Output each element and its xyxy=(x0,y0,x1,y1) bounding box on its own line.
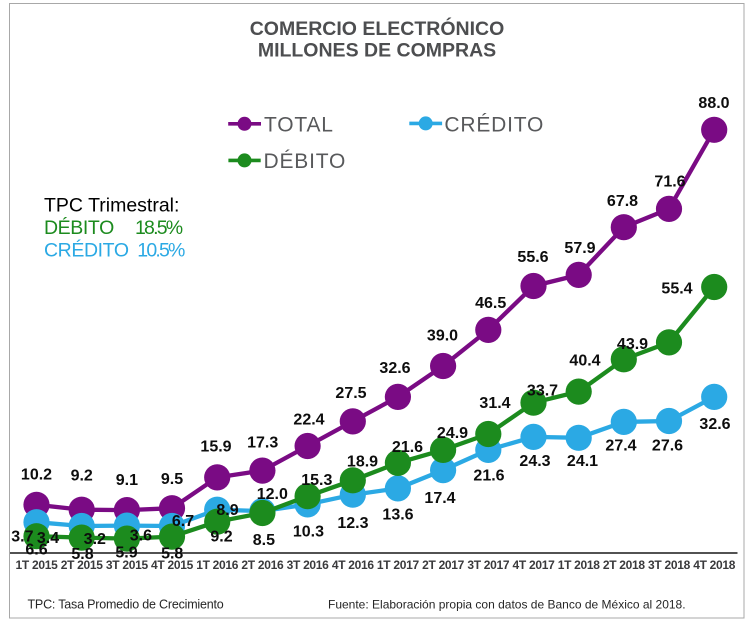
svg-text:TPC: Tasa Promedio de Crecimie: TPC: Tasa Promedio de Crecimiento xyxy=(28,598,224,612)
svg-text:13.6: 13.6 xyxy=(382,506,413,523)
svg-text:21.6: 21.6 xyxy=(473,467,504,484)
svg-text:55.4: 55.4 xyxy=(661,280,692,297)
svg-text:9.1: 9.1 xyxy=(116,472,138,489)
svg-text:40.4: 40.4 xyxy=(569,352,600,369)
svg-text:12.3: 12.3 xyxy=(337,515,368,532)
svg-text:5.8: 5.8 xyxy=(71,546,93,563)
svg-text:5.9: 5.9 xyxy=(115,544,137,561)
svg-text:12.0: 12.0 xyxy=(257,486,288,503)
svg-text:46.5: 46.5 xyxy=(475,295,506,312)
svg-text:24.1: 24.1 xyxy=(567,453,598,470)
svg-text:33.7: 33.7 xyxy=(527,382,558,399)
svg-text:2T 2016: 2T 2016 xyxy=(241,558,284,572)
svg-text:15.9: 15.9 xyxy=(200,438,231,455)
svg-text:10.3: 10.3 xyxy=(293,524,324,541)
svg-text:9.2: 9.2 xyxy=(210,529,232,546)
svg-text:1T 2016: 1T 2016 xyxy=(196,558,239,572)
svg-text:8.5: 8.5 xyxy=(253,532,275,549)
svg-text:4T 2018: 4T 2018 xyxy=(693,558,736,572)
svg-text:2T 2017: 2T 2017 xyxy=(422,558,465,572)
svg-text:71.6: 71.6 xyxy=(654,174,685,191)
svg-text:39.0: 39.0 xyxy=(427,327,458,344)
svg-text:1T 2015: 1T 2015 xyxy=(16,558,59,572)
svg-text:DÉBITO: DÉBITO xyxy=(264,150,347,173)
svg-text:5.8: 5.8 xyxy=(161,546,183,563)
svg-text:MILLONES DE COMPRAS: MILLONES DE COMPRAS xyxy=(258,39,496,61)
svg-text:24.3: 24.3 xyxy=(519,453,550,470)
svg-text:6.7: 6.7 xyxy=(172,513,194,530)
svg-text:18.5%: 18.5% xyxy=(135,217,183,239)
svg-text:2T 2018: 2T 2018 xyxy=(603,558,646,572)
svg-text:17.4: 17.4 xyxy=(424,490,455,507)
svg-text:TPC Trimestral:: TPC Trimestral: xyxy=(44,195,179,217)
svg-text:3T 2017: 3T 2017 xyxy=(467,558,510,572)
svg-text:88.0: 88.0 xyxy=(698,95,729,112)
svg-text:4T 2016: 4T 2016 xyxy=(332,558,375,572)
svg-text:COMERCIO ELECTRÓNICO: COMERCIO ELECTRÓNICO xyxy=(250,16,505,40)
svg-text:3.2: 3.2 xyxy=(84,531,106,548)
svg-text:8.9: 8.9 xyxy=(216,502,238,519)
svg-text:1T 2018: 1T 2018 xyxy=(558,558,601,572)
svg-text:6.6: 6.6 xyxy=(25,541,47,558)
svg-text:57.9: 57.9 xyxy=(564,240,595,257)
svg-text:10.2: 10.2 xyxy=(21,466,52,483)
svg-text:TOTAL: TOTAL xyxy=(264,113,334,136)
svg-text:1T 2017: 1T 2017 xyxy=(377,558,420,572)
svg-text:3.7: 3.7 xyxy=(11,528,33,545)
svg-text:67.8: 67.8 xyxy=(607,193,638,210)
svg-text:3T 2018: 3T 2018 xyxy=(648,558,691,572)
svg-text:27.4: 27.4 xyxy=(605,437,636,454)
svg-text:3.4: 3.4 xyxy=(37,530,59,547)
svg-text:3.6: 3.6 xyxy=(130,528,152,545)
svg-text:17.3: 17.3 xyxy=(247,435,278,452)
svg-text:2T 2015: 2T 2015 xyxy=(61,558,104,572)
svg-text:24.9: 24.9 xyxy=(437,425,468,442)
svg-text:22.4: 22.4 xyxy=(293,411,324,428)
svg-text:3T 2016: 3T 2016 xyxy=(287,558,330,572)
svg-text:Fuente: Elaboración propia con: Fuente: Elaboración propia con datos de … xyxy=(328,598,686,612)
svg-text:32.6: 32.6 xyxy=(699,416,730,433)
svg-text:27.5: 27.5 xyxy=(335,385,366,402)
svg-text:9.5: 9.5 xyxy=(161,471,183,488)
svg-text:DÉBITO: DÉBITO xyxy=(44,216,114,239)
svg-text:CRÉDITO: CRÉDITO xyxy=(444,113,544,136)
svg-text:55.6: 55.6 xyxy=(517,249,548,266)
svg-text:4T 2015: 4T 2015 xyxy=(151,558,194,572)
svg-text:9.2: 9.2 xyxy=(71,467,93,484)
svg-text:27.6: 27.6 xyxy=(652,437,683,454)
svg-text:21.6: 21.6 xyxy=(392,439,423,456)
svg-text:43.9: 43.9 xyxy=(617,336,648,353)
svg-text:18.9: 18.9 xyxy=(347,454,378,471)
svg-text:32.6: 32.6 xyxy=(379,360,410,377)
svg-text:10.5%: 10.5% xyxy=(137,239,185,261)
svg-text:CRÉDITO: CRÉDITO xyxy=(44,238,129,261)
svg-text:15.3: 15.3 xyxy=(301,472,332,489)
svg-text:31.4: 31.4 xyxy=(479,395,510,412)
svg-text:3T 2015: 3T 2015 xyxy=(106,558,149,572)
svg-text:4T 2017: 4T 2017 xyxy=(513,558,556,572)
